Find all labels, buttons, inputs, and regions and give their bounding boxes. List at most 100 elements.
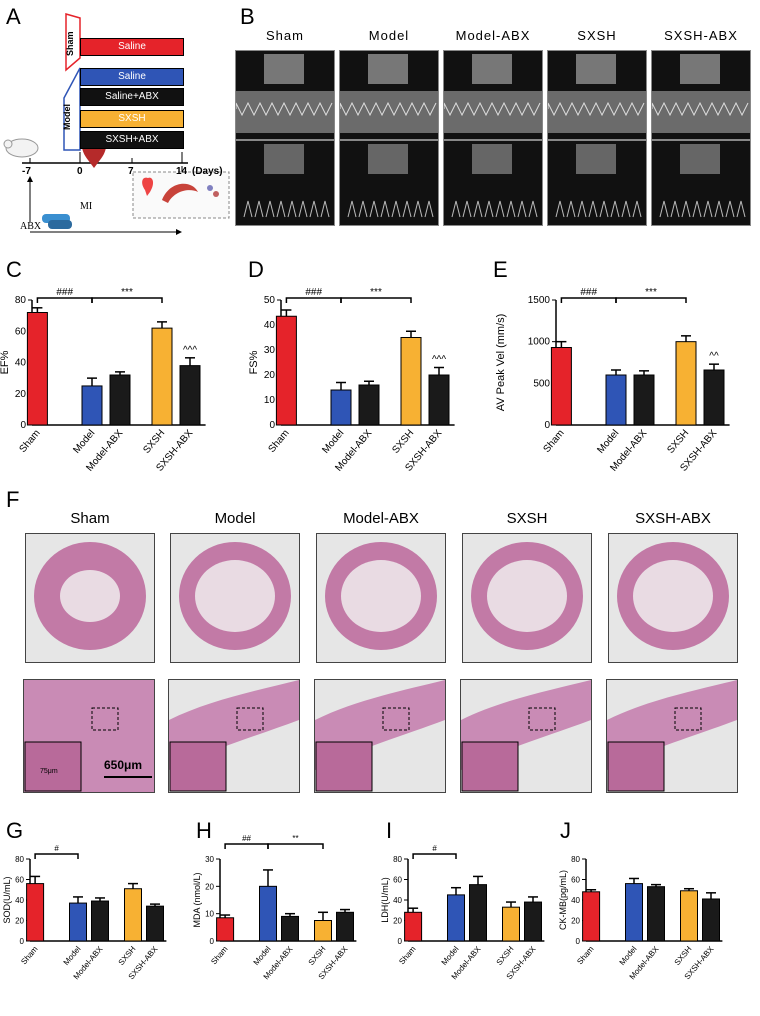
histology-group-title: Model-ABX — [343, 510, 419, 527]
y-tick-label: 40 — [571, 896, 580, 905]
significance-bracket — [412, 853, 457, 859]
significance-bracket — [560, 297, 617, 303]
bar — [259, 885, 277, 942]
y-tick-label: 60 — [571, 876, 580, 885]
echo-doppler-image — [339, 140, 439, 226]
treatment-box: SXSH+ABX — [80, 131, 184, 149]
panel-label-e: E — [493, 257, 508, 282]
y-tick-label: 80 — [15, 855, 24, 864]
infarct-zone-image — [460, 679, 592, 793]
y-axis-label: LDH(U/mL) — [380, 877, 390, 923]
tick-label: 14 — [176, 166, 188, 177]
y-axis-label: SOD(U/mL) — [2, 876, 12, 923]
bar — [502, 906, 520, 942]
significance-label: # — [432, 844, 437, 853]
bar — [109, 374, 131, 426]
significance-bracket — [34, 853, 79, 859]
y-axis-label: EF% — [0, 350, 11, 374]
significance-label: *** — [645, 287, 657, 298]
bar — [605, 374, 627, 426]
significance-label: ^^ — [709, 351, 719, 362]
panel-label-g: G — [6, 818, 24, 843]
x-tick-label: Model — [595, 428, 621, 456]
x-tick-label: Sham — [19, 944, 40, 966]
treatment-box: SXSH — [80, 110, 184, 128]
y-tick-label: 40 — [264, 320, 276, 331]
x-tick-label: Sham — [266, 428, 291, 455]
bar — [447, 894, 465, 942]
significance-bracket — [224, 843, 269, 849]
bar — [703, 369, 725, 426]
y-tick-label: 20 — [15, 917, 24, 926]
x-tick-label: Sham — [575, 944, 596, 966]
significance-label: ** — [292, 834, 298, 843]
tick-label: -7 — [22, 166, 31, 177]
significance-bracket — [340, 297, 412, 303]
heart-cross-section-image — [170, 533, 300, 663]
y-axis-label: AV Peak Vel (mm/s) — [495, 314, 507, 412]
bar — [469, 884, 487, 942]
significance-label: ^^^ — [183, 345, 197, 356]
histology-group-title: SXSH-ABX — [635, 510, 711, 527]
panel-label-d: D — [248, 257, 264, 282]
panel-label-f: F — [6, 487, 20, 512]
x-tick-label: Model — [62, 944, 83, 967]
bar — [582, 891, 601, 942]
echo-doppler-image — [547, 140, 647, 226]
infarct-zone-image — [23, 679, 155, 793]
pill-icon — [48, 220, 72, 229]
y-tick-label: 60 — [393, 876, 402, 885]
infarct-zone-image — [314, 679, 446, 793]
bar — [680, 890, 698, 942]
x-tick-label: Sham — [17, 428, 42, 455]
y-axis-label: FS% — [248, 350, 260, 374]
bar — [91, 900, 109, 942]
significance-label: ### — [305, 287, 322, 298]
significance-bracket — [267, 843, 324, 849]
bar — [275, 315, 297, 426]
x-tick-label: Sham — [541, 428, 566, 455]
x-tick-label: SXSH — [141, 428, 167, 456]
heart-cross-section-image — [25, 533, 155, 663]
y-tick-label: 0 — [269, 420, 275, 431]
significance-label: ### — [56, 287, 73, 298]
panel-label-c: C — [6, 257, 22, 282]
y-tick-label: 10 — [264, 395, 276, 406]
significance-bracket — [285, 297, 342, 303]
y-tick-label: 1500 — [528, 295, 551, 306]
echo-mmode-image — [547, 50, 647, 140]
timeline-diagram — [3, 13, 230, 235]
y-tick-label: 30 — [205, 855, 214, 864]
infarct-zone-image — [168, 679, 300, 793]
bar — [69, 902, 87, 942]
echo-doppler-image — [235, 140, 335, 226]
panel-label-h: H — [196, 818, 212, 843]
y-tick-label: 20 — [205, 882, 214, 891]
bar — [336, 911, 354, 942]
bar — [647, 886, 665, 942]
inset-scale-label: 75μm — [40, 768, 58, 775]
bar — [281, 915, 299, 942]
bacteria-icon — [213, 191, 219, 197]
bar — [151, 327, 173, 426]
echo-group-title: SXSH — [577, 28, 617, 43]
y-axis-label: MDA (nmol/L) — [192, 872, 202, 927]
bar — [124, 888, 142, 942]
y-tick-label: 0 — [576, 937, 581, 946]
bar — [358, 384, 380, 426]
x-tick-label: SXSH — [307, 944, 328, 967]
x-tick-label: Model — [320, 428, 346, 456]
y-tick-label: 60 — [15, 326, 27, 337]
scale-bar — [104, 776, 152, 778]
bar — [702, 898, 720, 942]
echo-group-title: Model — [368, 28, 410, 43]
x-tick-label: Sham — [397, 944, 418, 966]
x-tick-label: SXSH — [673, 944, 694, 967]
y-tick-label: 20 — [571, 917, 580, 926]
bar — [179, 365, 201, 426]
y-tick-label: 0 — [398, 937, 403, 946]
